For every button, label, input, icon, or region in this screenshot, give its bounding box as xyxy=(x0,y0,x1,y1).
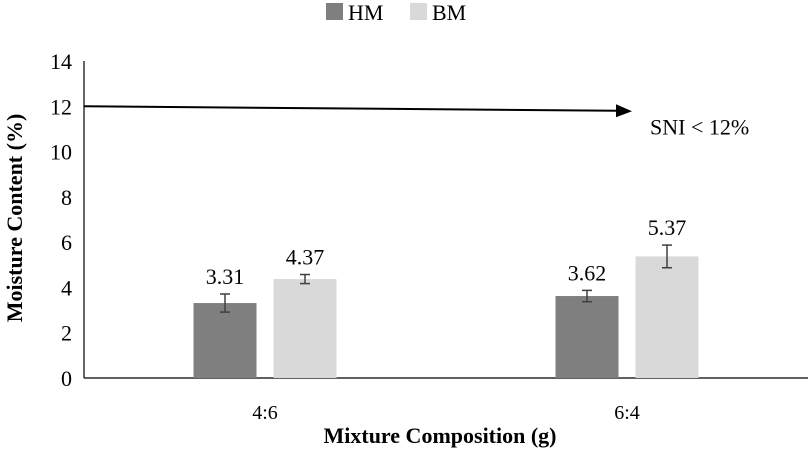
y-tick-label: 12 xyxy=(50,94,72,119)
data-label: 4.37 xyxy=(286,245,325,270)
threshold-label: SNI < 12% xyxy=(650,114,749,139)
legend-label-hm: HM xyxy=(348,0,383,25)
y-axis-title: Moisture Content (%) xyxy=(2,114,27,323)
threshold-arrow-head xyxy=(616,104,632,118)
legend-swatch-bm xyxy=(410,3,427,20)
data-label: 3.31 xyxy=(206,264,245,289)
x-axis-title: Mixture Composition (g) xyxy=(323,423,556,448)
sni-annotation: SNI < 12% xyxy=(83,104,749,139)
bar-hm xyxy=(555,296,619,378)
bar-bm xyxy=(635,256,699,378)
legend-label-bm: BM xyxy=(432,0,466,25)
y-tick-label: 14 xyxy=(50,49,72,74)
legend: HM BM xyxy=(326,0,466,25)
threshold-arrow-line xyxy=(83,105,619,112)
x-tick-labels: 4:6 6:4 xyxy=(252,402,640,424)
bar-bm xyxy=(273,279,337,378)
plot-area: 3.31 4.37 3.62 5.37 xyxy=(83,61,808,379)
y-tick-labels: 0 2 4 6 8 10 12 14 xyxy=(50,49,72,391)
y-tick-label: 2 xyxy=(61,321,72,346)
x-tick-label: 6:4 xyxy=(614,402,640,424)
legend-swatch-hm xyxy=(326,3,343,20)
y-tick-label: 4 xyxy=(61,275,72,300)
y-tick-label: 0 xyxy=(61,366,72,391)
x-tick-label: 4:6 xyxy=(252,402,278,424)
y-tick-label: 6 xyxy=(61,230,72,255)
data-label: 3.62 xyxy=(568,260,607,285)
y-tick-label: 10 xyxy=(50,140,72,165)
y-tick-label: 8 xyxy=(61,185,72,210)
data-label: 5.37 xyxy=(648,215,687,240)
bar-hm xyxy=(193,303,257,378)
